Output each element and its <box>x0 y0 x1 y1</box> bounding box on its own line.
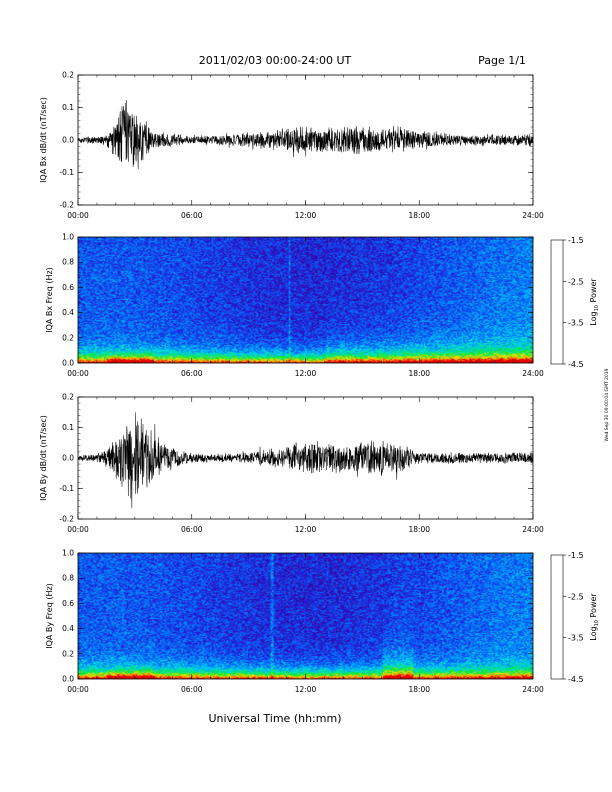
bx-dbdt-series-line <box>77 100 534 170</box>
by-spectrogram-ylabel: IQA By Freq (Hz) <box>45 583 54 649</box>
by-spectrogram-image <box>78 553 533 679</box>
x-axis-title: Universal Time (hh:mm) <box>209 712 342 725</box>
1-x-tick-label: 18:00 <box>408 369 430 378</box>
3-x-tick-label: 06:00 <box>181 685 203 694</box>
y-tick-label: 1.0 <box>62 233 74 242</box>
2-x-tick-label: 12:00 <box>295 525 317 534</box>
bx-dbdt-panel: 00:00 06:00 12:00 18:00 24:00 0.2 0.1 0.0 -0.1 -0… <box>39 71 544 221</box>
bx-dbdt-trace <box>77 100 534 170</box>
by-spectrogram-panel: 00:00 06:00 12:00 18:00 24:00 1.0 0.8 0.6 0.4 0.2… <box>45 549 544 695</box>
bx-spectrogram-image <box>78 237 533 363</box>
by-dbdt-ylabel: IQA By dB/dt (nT/sec) <box>39 415 48 501</box>
y-tick-label: 0.0 <box>62 675 74 684</box>
y-tick-label: -0.2 <box>59 201 74 210</box>
by-colorbar-frame <box>550 554 564 680</box>
by-dbdt-trace <box>77 412 534 509</box>
y-tick-label: 0.4 <box>62 308 74 317</box>
2-x-tick-label: 06:00 <box>181 525 203 534</box>
y-tick-label: 0.2 <box>62 393 74 402</box>
colorbar-tick-label: -2.5 <box>568 592 584 601</box>
y-tick-label: -0.1 <box>59 484 74 493</box>
y-tick-label: 0.4 <box>62 624 74 633</box>
y-tick-label: 0.6 <box>62 283 74 292</box>
bx-colorbar-frame <box>550 239 564 365</box>
bx-colorbar-gradient <box>551 240 563 364</box>
1-x-tick-label: 12:00 <box>295 369 317 378</box>
0-x-tick-label: 06:00 <box>181 211 203 220</box>
colorbar-tick-label: -4.5 <box>568 360 584 369</box>
colorbar-tick-label: -2.5 <box>568 277 584 286</box>
bx-dbdt-ticks: 00:00 06:00 12:00 18:00 24:00 0.2 0.1 0.0 -0.1 -0… <box>59 71 544 221</box>
y-tick-label: 0.8 <box>62 258 74 267</box>
colorbar-tick-label: -3.5 <box>568 634 584 643</box>
colorbar-tick-label: -3.5 <box>568 319 584 328</box>
y-tick-label: 0.2 <box>62 333 74 342</box>
1-x-tick-label: 06:00 <box>181 369 203 378</box>
y-tick-label: 0.0 <box>62 359 74 368</box>
generation-timestamp: Wed Sep 30 09:00:04 GMT 2019 <box>604 368 610 441</box>
y-tick-label: 0.8 <box>62 574 74 583</box>
3-x-tick-label: 12:00 <box>295 685 317 694</box>
page-indicator: Page 1/1 <box>478 54 526 67</box>
y-tick-label: 0.0 <box>62 454 74 463</box>
date-range-title: 2011/02/03 00:00-24:00 UT <box>199 54 352 67</box>
y-tick-label: 0.2 <box>62 649 74 658</box>
bx-spectrogram-ylabel: IQA Bx Freq (Hz) <box>45 267 54 333</box>
by-dbdt-ticks: 00:00 06:00 12:00 18:00 24:00 0.2 0.1 0.0 -0.1 -0… <box>59 393 544 535</box>
by-spectrogram-ticks: 00:00 06:00 12:00 18:00 24:00 1.0 0.8 0.6 0.4 0.2… <box>62 549 544 695</box>
0-x-tick-label: 24:00 <box>522 211 544 220</box>
y-tick-label: 0.1 <box>62 103 74 112</box>
y-tick-label: -0.1 <box>59 168 74 177</box>
3-x-tick-label: 18:00 <box>408 685 430 694</box>
1-x-tick-label: 24:00 <box>522 369 544 378</box>
by-colorbar-gradient <box>551 555 563 679</box>
bx-colorbar: -1.5 -2.5 -3.5 -4.5 Log10 Power <box>550 236 600 369</box>
by-dbdt-series-line <box>77 412 534 509</box>
by-colorbar: -1.5 -2.5 -3.5 -4.5 Log10 Power <box>550 551 600 684</box>
y-tick-label: 0.2 <box>62 71 74 80</box>
by-dbdt-panel: 00:00 06:00 12:00 18:00 24:00 0.2 0.1 0.0 -0.1 -0… <box>39 393 544 535</box>
3-x-tick-label: 24:00 <box>522 685 544 694</box>
bx-dbdt-ylabel: IQA Bx dB/dt (nT/sec) <box>39 97 48 183</box>
0-x-tick-label: 12:00 <box>295 211 317 220</box>
colorbar-tick-label: -1.5 <box>568 236 584 245</box>
y-tick-label: 0.6 <box>62 599 74 608</box>
y-tick-label: 0.1 <box>62 423 74 432</box>
y-tick-label: 0.0 <box>62 136 74 145</box>
y-tick-label: -0.2 <box>59 515 74 524</box>
0-x-tick-label: 18:00 <box>408 211 430 220</box>
2-x-tick-label: 00:00 <box>67 525 89 534</box>
colorbar-tick-label: -4.5 <box>568 675 584 684</box>
2-x-tick-label: 18:00 <box>408 525 430 534</box>
0-x-tick-label: 00:00 <box>67 211 89 220</box>
2-x-tick-label: 24:00 <box>522 525 544 534</box>
bx-spectrogram-panel: 00:00 06:00 12:00 18:00 24:00 1.0 0.8 0.6 0.4 0.2… <box>45 233 544 379</box>
3-x-tick-label: 00:00 <box>67 685 89 694</box>
by-colorbar-label: Log10 Power <box>589 593 600 641</box>
1-x-tick-label: 00:00 <box>67 369 89 378</box>
colorbar-tick-label: -1.5 <box>568 551 584 560</box>
bx-spectrogram-ticks: 00:00 06:00 12:00 18:00 24:00 1.0 0.8 0.6 0.4 0.2… <box>62 233 544 379</box>
y-tick-label: 1.0 <box>62 549 74 558</box>
bx-colorbar-label: Log10 Power <box>589 278 600 326</box>
